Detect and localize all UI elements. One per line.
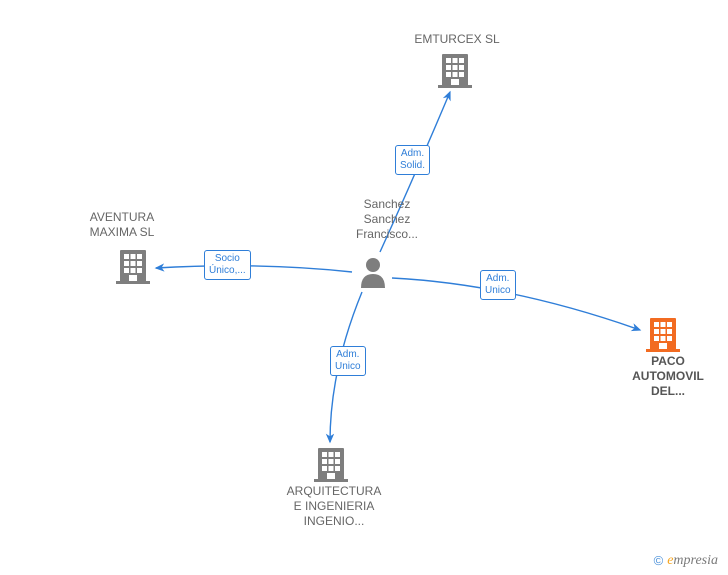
building-icon-paco[interactable]: [646, 316, 680, 357]
person-icon[interactable]: [358, 256, 388, 293]
copyright-symbol: ©: [654, 553, 664, 568]
watermark-rest: mpresia: [673, 553, 718, 568]
edge-label-arquitectura: Adm. Unico: [330, 346, 366, 376]
edge-aventura: [156, 266, 352, 272]
building-icon-arquitectura[interactable]: [314, 446, 348, 487]
edge-paco: [392, 278, 640, 330]
node-label-emturcex: EMTURCEX SL: [397, 32, 517, 47]
node-label-paco: PACO AUTOMOVIL DEL...: [618, 354, 718, 399]
edge-label-aventura: Socio Único,...: [204, 250, 251, 280]
node-label-aventura: AVENTURA MAXIMA SL: [72, 210, 172, 240]
building-icon-aventura[interactable]: [116, 248, 150, 289]
center-node-label: Sanchez Sanchez Francisco...: [348, 197, 426, 242]
edge-label-paco: Adm. Unico: [480, 270, 516, 300]
edge-label-emturcex: Adm. Solid.: [395, 145, 430, 175]
node-label-arquitectura: ARQUITECTURA E INGENIERIA INGENIO...: [274, 484, 394, 529]
watermark: ©empresia: [654, 553, 718, 569]
building-icon-emturcex[interactable]: [438, 52, 472, 93]
